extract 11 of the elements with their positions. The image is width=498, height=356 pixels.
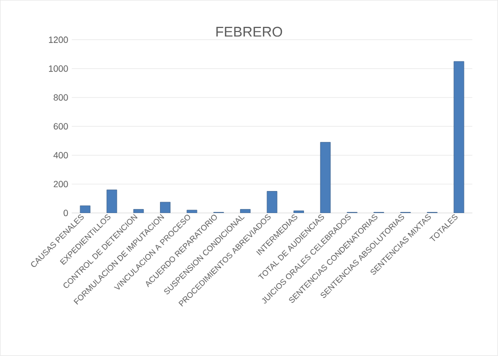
y-tick-label: 600 <box>54 123 68 130</box>
y-tick-label: 0 <box>64 210 68 216</box>
y-tick-label: 1000 <box>48 66 68 72</box>
chart-title: FEBRERO <box>216 26 282 37</box>
y-tick-label: 800 <box>54 94 68 101</box>
bar <box>454 61 464 214</box>
y-tick-label: 1200 <box>48 36 68 44</box>
y-tick-label: 200 <box>54 180 68 188</box>
y-tick-label: 400 <box>53 152 68 158</box>
bar <box>320 142 331 214</box>
bar <box>106 190 118 214</box>
